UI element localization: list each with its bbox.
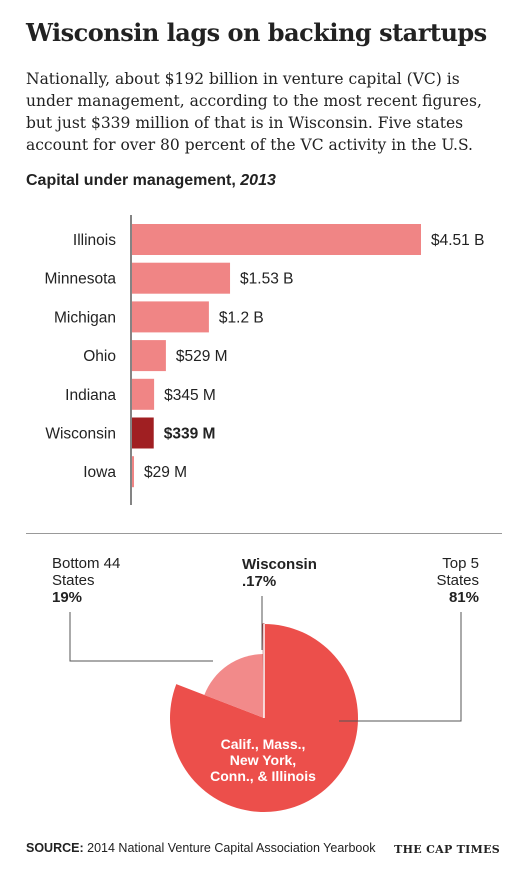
category-label-illinois: Illinois — [73, 232, 116, 249]
value-label-ohio: $529 M — [176, 348, 228, 365]
brand-logo: THE CAP TIMES — [394, 843, 500, 856]
value-label-iowa: $29 M — [144, 464, 187, 481]
bar-minnesota — [132, 262, 231, 294]
value-label-minnesota: $1.53 B — [240, 271, 293, 288]
category-label-ohio: Ohio — [83, 348, 116, 365]
headline: Wisconsin lags on backing startups — [26, 18, 487, 47]
category-label-minnesota: Minnesota — [44, 271, 116, 288]
leader-top-5 — [339, 612, 462, 722]
chart-title: Capital under management, 2013 — [26, 172, 276, 190]
value-label-wisconsin: $339 M — [164, 426, 216, 443]
pie-label-bottom-name: Bottom 44 States — [52, 555, 121, 589]
source-text: 2014 National Venture Capital Associatio… — [87, 841, 376, 855]
bar-ohio — [132, 340, 166, 372]
intro-paragraph: Nationally, about $192 billion in ventur… — [26, 70, 482, 154]
bar-michigan — [132, 301, 209, 333]
value-label-michigan: $1.2 B — [219, 309, 264, 326]
category-label-wisconsin: Wisconsin — [45, 426, 116, 443]
pie-label-top-5: Top 5 States 81% — [436, 555, 479, 606]
bar-chart: Illinois $4.51 B Minnesota $1.53 B Michigan $… — [44, 215, 484, 505]
bar-wisconsin — [132, 417, 154, 449]
chart-title-main: Capital under management, — [26, 172, 236, 189]
section-divider — [26, 533, 502, 534]
bar-indiana — [132, 378, 155, 410]
pie-slice-bottom-44 — [204, 654, 264, 718]
bar-illinois — [132, 224, 421, 255]
category-label-michigan: Michigan — [54, 309, 116, 326]
pie-label-bottom-pct: 19% — [52, 589, 83, 606]
source-line: SOURCE: 2014 National Venture Capital As… — [26, 841, 376, 855]
category-label-iowa: Iowa — [83, 464, 116, 481]
pie-label-wisconsin: Wisconsin .17% — [242, 556, 317, 590]
pie-label-top-name: Top 5 States — [436, 555, 479, 589]
pie-top-states-list: Calif., Mass., New York, Conn., & Illino… — [210, 736, 316, 784]
value-label-indiana: $345 M — [164, 387, 216, 404]
value-label-illinois: $4.51 B — [431, 232, 484, 249]
pie-label-bottom-44: Bottom 44 States 19% — [52, 555, 120, 606]
bar-iowa — [132, 456, 134, 488]
pie-label-wi-pct: .17% — [242, 573, 277, 590]
pie-label-top-pct: 81% — [448, 589, 479, 606]
chart-title-year: 2013 — [240, 172, 276, 189]
source-tag: SOURCE: — [26, 841, 84, 855]
pie-label-wi-name: Wisconsin — [242, 556, 317, 573]
leader-bottom-44 — [69, 612, 213, 662]
category-label-indiana: Indiana — [65, 387, 116, 404]
